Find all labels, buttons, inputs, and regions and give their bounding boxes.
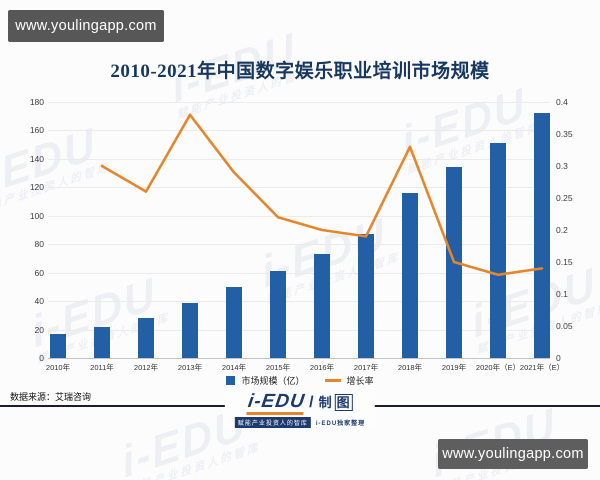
x-axis-label: 2010年 xyxy=(45,363,71,372)
legend-line-label: 增长率 xyxy=(346,376,374,386)
right-axis-tick: 0.35 xyxy=(556,129,573,139)
left-axis-tick: 140 xyxy=(29,153,44,164)
market-size-bar xyxy=(358,234,374,358)
x-axis-label: 2021年（E） xyxy=(519,363,565,372)
x-axis-label: 2017年 xyxy=(353,363,379,372)
market-size-bar xyxy=(50,333,66,358)
right-axis-tick: 0.1 xyxy=(556,289,568,299)
gridline xyxy=(48,215,550,217)
market-size-bar xyxy=(490,143,506,358)
market-size-bar xyxy=(226,286,242,358)
chart-title: 2010-2021年中国数字娱乐职业培训市场规模 xyxy=(110,61,490,82)
left-axis-tick: 40 xyxy=(34,296,44,307)
market-size-bar xyxy=(534,113,550,358)
chart-legend: 市场规模（亿） 增长率 xyxy=(0,374,600,387)
watermark-badge-top: www.youlingapp.com xyxy=(8,10,164,42)
gridline xyxy=(48,102,550,103)
market-size-bar xyxy=(446,167,462,358)
iedu-logo-row: i-EDU / 制图 xyxy=(235,391,365,415)
x-axis-label: 2015年 xyxy=(265,363,291,372)
x-axis-label: 2019年 xyxy=(441,363,467,372)
x-axis-label: 2011年 xyxy=(90,363,114,372)
iedu-logo-suffix: 制图 xyxy=(319,392,353,411)
left-axis-tick: 20 xyxy=(34,324,44,335)
iedu-credit: i-EDU独家整理 xyxy=(315,421,366,427)
gridline xyxy=(48,158,550,160)
market-size-bar xyxy=(138,318,154,358)
left-axis-tick: 160 xyxy=(29,125,44,136)
x-axis-label: 2014年 xyxy=(221,363,247,372)
right-axis-tick: 0 xyxy=(556,353,561,363)
left-axis-tick: 60 xyxy=(34,267,44,278)
legend-bar-swatch xyxy=(226,376,236,385)
right-axis-tick: 0.2 xyxy=(556,225,568,235)
right-axis-tick: 0.4 xyxy=(556,97,568,107)
iedu-logo-suffix-char: 制 xyxy=(318,395,333,410)
market-size-bar xyxy=(402,193,418,358)
market-size-bar xyxy=(182,302,198,358)
x-axis-baseline xyxy=(48,358,550,359)
left-axis-tick: 120 xyxy=(29,182,44,193)
iedu-logo-suffix-boxed: 图 xyxy=(334,394,353,411)
iedu-logo-wordmark: i-EDU xyxy=(245,391,306,415)
left-axis-tick: 80 xyxy=(34,239,44,250)
right-axis-tick: 0.3 xyxy=(556,161,568,171)
market-size-bar xyxy=(314,254,330,358)
right-axis-tick: 0.05 xyxy=(556,321,573,331)
iedu-tagline-row: 赋能产业投资人的智库 i-EDU独家整理 xyxy=(234,417,366,428)
market-size-bar xyxy=(94,326,110,358)
gridline xyxy=(48,130,550,132)
x-axis-label: 2016年 xyxy=(309,363,335,372)
data-source-note: 数据来源：艾瑞咨询 xyxy=(10,392,92,402)
gridline xyxy=(48,329,550,331)
x-axis-label: 2012年 xyxy=(133,363,159,372)
right-axis-tick: 0.25 xyxy=(556,193,573,203)
iedu-logo: i-EDU / 制图 赋能产业投资人的智库 i-EDU独家整理 xyxy=(224,391,376,428)
gridline xyxy=(48,187,550,189)
iedu-tagline: 赋能产业投资人的智库 xyxy=(234,417,311,428)
legend-bar-label: 市场规模（亿） xyxy=(241,376,305,386)
watermark-badge-bottom: www.youlingapp.com xyxy=(438,439,588,469)
left-axis-tick: 0 xyxy=(39,353,44,363)
x-axis-label: 2013年 xyxy=(177,363,203,372)
watermark-url-top: www.youlingapp.com xyxy=(15,18,157,34)
x-axis-label: 2020年（E） xyxy=(475,363,521,372)
legend-line-swatch xyxy=(324,379,341,382)
gridline xyxy=(48,272,550,274)
left-axis-tick: 100 xyxy=(29,210,44,221)
iedu-logo-separator: / xyxy=(309,394,314,411)
right-axis-tick: 0.15 xyxy=(556,257,573,267)
watermark-url-bottom: www.youlingapp.com xyxy=(442,446,584,462)
gridline xyxy=(48,244,550,246)
left-axis-tick: 180 xyxy=(29,97,44,107)
x-axis-label: 2018年 xyxy=(397,363,423,372)
market-size-bar xyxy=(270,271,286,358)
gridline xyxy=(48,301,550,303)
